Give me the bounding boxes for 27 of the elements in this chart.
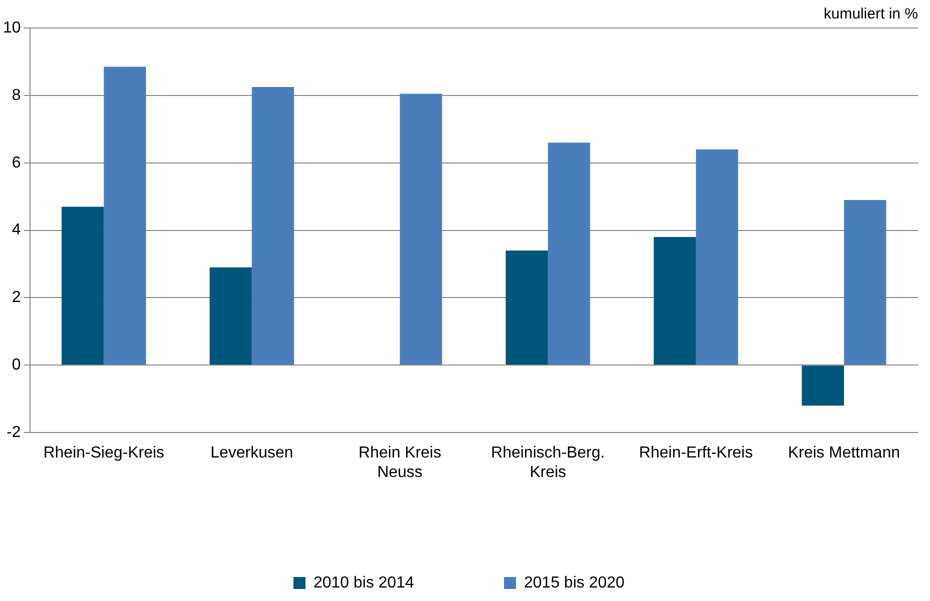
bar xyxy=(654,237,696,365)
bar xyxy=(400,94,442,365)
x-tick-label: Rhein Kreis Neuss xyxy=(358,444,442,481)
y-tick-label: 6 xyxy=(12,154,21,172)
x-tick-label: Rheinisch-Berg. Kreis xyxy=(491,444,605,481)
y-tick-label: 0 xyxy=(12,356,21,374)
bar xyxy=(548,142,590,365)
y-tick-label: -2 xyxy=(6,424,21,442)
legend-label: 2015 bis 2020 xyxy=(524,574,625,592)
y-tick-label: 4 xyxy=(12,222,21,239)
bar xyxy=(62,206,104,365)
bar xyxy=(104,66,146,365)
x-tick-label: Kreis Mettmann xyxy=(788,444,900,462)
y-tick-label: 8 xyxy=(12,86,21,104)
legend-label: 2010 bis 2014 xyxy=(313,574,414,592)
y-axis-title: kumuliert in % xyxy=(824,6,918,23)
bar xyxy=(844,200,886,365)
bar xyxy=(252,87,294,365)
bar xyxy=(210,267,252,365)
bar xyxy=(506,250,548,365)
bar xyxy=(802,366,844,406)
y-tick-label: 2 xyxy=(12,289,21,306)
bar xyxy=(696,149,738,365)
x-tick-label: Rhein-Sieg-Kreis xyxy=(43,444,164,462)
y-tick-label: 10 xyxy=(3,19,21,36)
x-tick-label: Leverkusen xyxy=(210,444,294,462)
x-tick-label: Rhein-Erft-Kreis xyxy=(639,444,753,462)
